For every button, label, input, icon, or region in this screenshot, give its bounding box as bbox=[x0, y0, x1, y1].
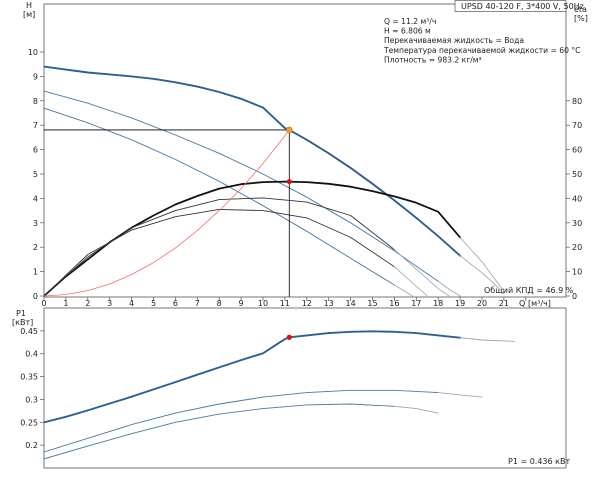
curve-series-9 bbox=[393, 249, 450, 297]
p1-tick-label: 0.25 bbox=[20, 418, 38, 427]
curve-series-8 bbox=[44, 197, 395, 297]
x-tick-label: 6 bbox=[173, 299, 178, 308]
y2-axis-unit: [%] bbox=[574, 14, 588, 23]
duty-point-power bbox=[286, 334, 292, 340]
p1-tick-label: 0.4 bbox=[25, 350, 38, 359]
y-tick-label: 5 bbox=[33, 170, 38, 179]
chart-title: UPSD 40-120 F, 3*400 V, 50Hz bbox=[461, 2, 584, 11]
curve-series-3 bbox=[437, 280, 463, 297]
power-series-3 bbox=[437, 392, 483, 398]
x-tick-label: 9 bbox=[239, 299, 244, 308]
y-axis-unit: [м] bbox=[23, 10, 35, 19]
power-label: P1 = 0.436 кВт bbox=[508, 457, 570, 466]
curve-series-12 bbox=[44, 129, 290, 297]
curve-series-7 bbox=[459, 236, 505, 292]
y2-tick-label: 10 bbox=[572, 268, 582, 277]
x-tick-label: 2 bbox=[85, 299, 90, 308]
x-tick-label: 12 bbox=[302, 299, 312, 308]
top-plot-frame bbox=[43, 3, 567, 298]
x-tick-label: 21 bbox=[499, 299, 509, 308]
y2-tick-label: 60 bbox=[572, 146, 582, 155]
x-tick-label: 5 bbox=[151, 299, 156, 308]
power-series-0 bbox=[44, 330, 462, 424]
y2-tick-label: 50 bbox=[572, 170, 582, 179]
power-series-1 bbox=[459, 337, 516, 342]
curve-series-4 bbox=[44, 107, 395, 286]
x-tick-label: 11 bbox=[280, 299, 290, 308]
x-tick-label: 3 bbox=[107, 299, 112, 308]
curve-series-1 bbox=[459, 255, 505, 295]
y-tick-label: 8 bbox=[33, 97, 38, 106]
bottom-plot-frame bbox=[43, 307, 567, 469]
info-line: Перекачиваемая жидкость = Вода bbox=[384, 36, 524, 45]
x-tick-label: 7 bbox=[195, 299, 200, 308]
x-tick-label: 8 bbox=[217, 299, 222, 308]
x-tick-label: 10 bbox=[258, 299, 268, 308]
y-tick-label: 10 bbox=[28, 48, 38, 57]
x-tick-label: 18 bbox=[433, 299, 443, 308]
x-tick-label: 15 bbox=[367, 299, 377, 308]
p1-tick-label: 0.45 bbox=[20, 327, 38, 336]
x-axis-unit: [м³/ч] bbox=[528, 299, 551, 308]
info-line: H = 6.806 м bbox=[384, 27, 431, 36]
x-tick-label: 4 bbox=[129, 299, 134, 308]
x-tick-label: 19 bbox=[455, 299, 465, 308]
duty-point-efficiency bbox=[286, 178, 292, 185]
y2-tick-label: 80 bbox=[572, 97, 582, 106]
p1-tick-label: 0.3 bbox=[25, 395, 38, 404]
curve-series-2 bbox=[44, 90, 439, 282]
y-tick-label: 9 bbox=[33, 72, 38, 81]
x-tick-label: 14 bbox=[346, 299, 356, 308]
info-line: Q = 11.2 м³/ч bbox=[384, 17, 436, 26]
x-axis-label: Q bbox=[519, 299, 525, 308]
y2-tick-label: 20 bbox=[572, 243, 582, 252]
y2-tick-label: 30 bbox=[572, 219, 582, 228]
title-box bbox=[454, 0, 567, 12]
efficiency-label: Общий КПД = 46.9 % bbox=[484, 286, 574, 295]
p1-tick-label: 0.35 bbox=[20, 373, 38, 382]
y-tick-label: 7 bbox=[33, 121, 38, 130]
p1-axis-unit: [кВт] bbox=[12, 318, 33, 327]
y-tick-label: 1 bbox=[33, 268, 38, 277]
y-tick-label: 4 bbox=[33, 194, 38, 203]
curve-series-10 bbox=[44, 208, 395, 297]
y2-axis-label: eta bbox=[574, 5, 587, 14]
y-axis-label: H bbox=[26, 1, 32, 10]
y2-tick-label: 70 bbox=[572, 121, 582, 130]
x-tick-label: 17 bbox=[411, 299, 421, 308]
top-series-group bbox=[44, 65, 505, 297]
bottom-series-group bbox=[44, 330, 516, 460]
info-line: Температура перекачиваемой жидкости = 60… bbox=[383, 46, 580, 55]
power-series-4 bbox=[44, 403, 395, 460]
x-tick-label: 1 bbox=[63, 299, 68, 308]
x-tick-label: 0 bbox=[41, 299, 46, 308]
y2-tick-label: 40 bbox=[572, 194, 582, 203]
curve-series-11 bbox=[393, 266, 428, 297]
p1-axis-label: P1 bbox=[16, 309, 26, 318]
info-line: Плотность = 983.2 кг/м³ bbox=[384, 55, 482, 64]
power-series-5 bbox=[393, 405, 439, 414]
curve-series-0 bbox=[44, 65, 462, 257]
y-tick-label: 6 bbox=[33, 146, 38, 155]
x-tick-label: 16 bbox=[389, 299, 399, 308]
x-tick-label: 13 bbox=[324, 299, 334, 308]
y2-tick-label: 0 bbox=[572, 292, 577, 301]
y-tick-label: 0 bbox=[33, 292, 38, 301]
duty-point-head bbox=[285, 126, 293, 134]
y-tick-label: 2 bbox=[33, 243, 38, 252]
curve-series-5 bbox=[393, 284, 415, 297]
y-tick-label: 3 bbox=[33, 219, 38, 228]
x-tick-label: 20 bbox=[477, 299, 487, 308]
p1-tick-label: 0.2 bbox=[25, 441, 38, 450]
power-series-2 bbox=[44, 389, 439, 453]
